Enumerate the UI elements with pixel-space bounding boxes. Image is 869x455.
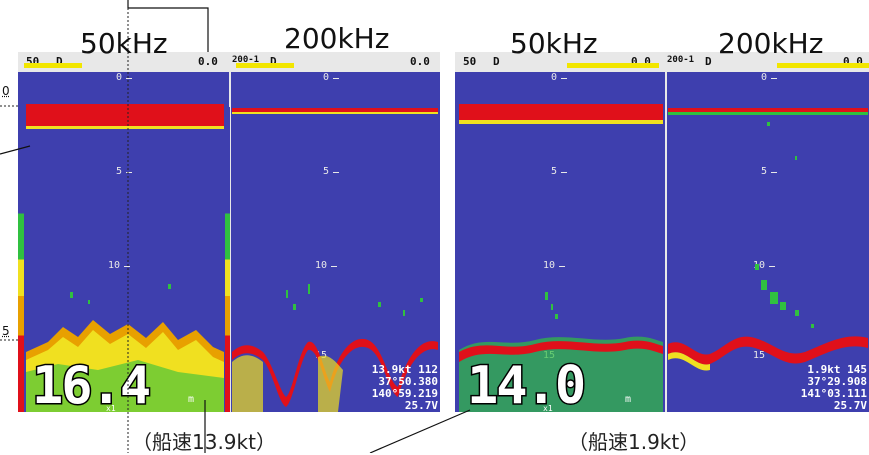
speed-caption-slow: （船速1.9kt）	[568, 426, 699, 455]
freq-label-50khz: 50kHz	[510, 30, 598, 58]
scale-label-bottom: 5	[2, 324, 10, 338]
freq-label-50khz: 50kHz	[80, 30, 168, 58]
speed-caption-fast: （船速13.9kt）	[132, 426, 276, 455]
freq-label-200khz: 200kHz	[284, 25, 389, 53]
scale-label-top: 0	[2, 84, 10, 98]
freq-label-200khz: 200kHz	[718, 30, 823, 58]
